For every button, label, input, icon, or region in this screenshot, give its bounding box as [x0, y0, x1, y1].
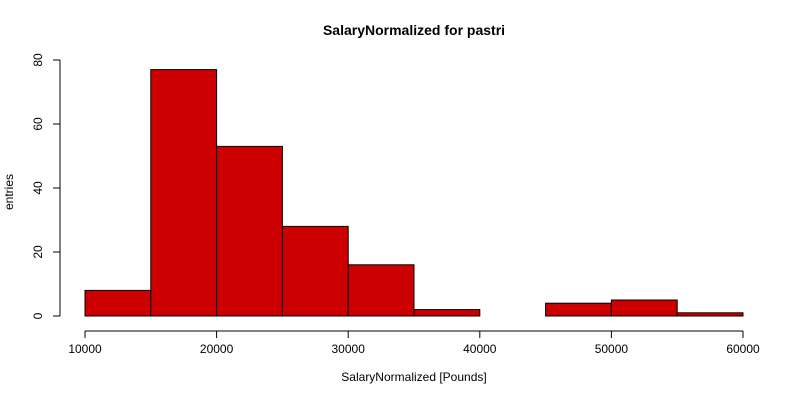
y-tick-label: 80: [31, 53, 45, 67]
x-axis: 10000 20000 30000 40000 50000 60000: [68, 330, 760, 356]
x-tick-label: 60000: [726, 342, 760, 356]
histogram-bar: [347, 264, 415, 317]
histogram-bar: [545, 302, 612, 317]
bars-group: [84, 69, 744, 317]
chart-title: SalaryNormalized for pastri: [323, 22, 505, 38]
histogram-bar: [150, 69, 218, 317]
y-tick-label: 40: [31, 181, 45, 195]
x-tick-label: 50000: [595, 342, 629, 356]
histogram-bar: [413, 309, 481, 317]
histogram-bar: [610, 299, 678, 317]
x-tick-label: 30000: [332, 342, 366, 356]
histogram-bar: [676, 312, 744, 317]
x-tick-label: 20000: [200, 342, 234, 356]
y-tick-label: 20: [31, 245, 45, 259]
x-tick-label: 40000: [463, 342, 497, 356]
y-tick-label: 0: [31, 312, 45, 319]
histogram-bar: [84, 289, 152, 317]
y-tick-label: 60: [31, 117, 45, 131]
x-axis-label: SalaryNormalized [Pounds]: [341, 370, 486, 384]
histogram-bar: [216, 145, 283, 317]
x-tick-label: 10000: [68, 342, 102, 356]
histogram-bar: [281, 225, 349, 317]
y-axis-label: entries: [2, 174, 16, 210]
y-axis: 0 20 40 60 80: [31, 53, 61, 319]
